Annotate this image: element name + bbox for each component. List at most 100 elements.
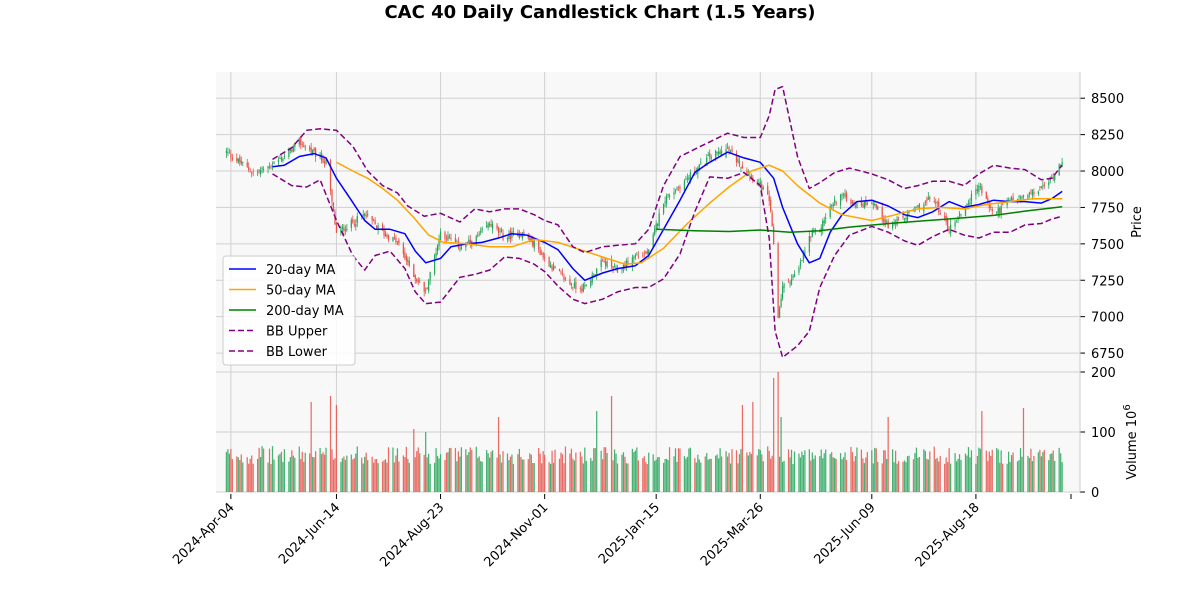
candle-body <box>309 147 311 150</box>
volume-bar <box>341 458 344 492</box>
candle-body <box>728 147 730 151</box>
candle-body <box>478 234 480 236</box>
candle-body <box>447 235 449 241</box>
candle-body <box>947 219 949 230</box>
x-tick-label: 2025-Aug-18 <box>913 500 983 570</box>
volume-bar <box>695 462 697 492</box>
candle-body <box>292 146 294 152</box>
volume-bar <box>477 457 479 492</box>
volume-bar <box>282 461 284 492</box>
volume-bar <box>236 456 238 492</box>
volume-bar <box>689 447 692 492</box>
volume-bar <box>248 463 250 492</box>
volume-bar <box>521 459 523 492</box>
candle-body <box>981 186 983 194</box>
candle-body <box>819 231 821 232</box>
candle-body <box>356 216 358 223</box>
candle-body <box>787 281 790 283</box>
candle-body <box>280 157 283 161</box>
candle-body <box>621 269 623 271</box>
volume-bar <box>625 463 628 492</box>
candle-body <box>926 199 928 201</box>
candle-body <box>581 288 583 291</box>
candle-body <box>790 279 793 285</box>
candle-body <box>704 163 706 165</box>
candle-body <box>634 255 636 257</box>
volume-bar <box>648 452 650 492</box>
candle-body <box>612 266 614 270</box>
candle-body <box>381 224 384 231</box>
candle-body <box>465 242 467 248</box>
candle-body <box>490 223 492 228</box>
candle-body <box>862 204 864 207</box>
volume-bar <box>239 460 241 492</box>
volume-bar <box>512 463 515 492</box>
volume-bar <box>428 453 430 492</box>
volume-bar <box>936 457 938 492</box>
candle-body <box>340 228 342 233</box>
volume-bar <box>871 450 873 492</box>
candle-body <box>829 205 831 217</box>
candle-body <box>268 166 271 168</box>
volume-bar <box>362 463 364 492</box>
volume-bar <box>350 454 352 492</box>
volume-bar <box>947 462 949 492</box>
price-tick-label: 7250 <box>1091 274 1124 289</box>
candle-body <box>237 158 239 163</box>
volume-bar <box>1010 455 1013 492</box>
volume-bar <box>581 456 583 492</box>
volume-bar <box>517 454 519 492</box>
candle-body <box>384 234 387 237</box>
volume-bar <box>613 449 616 492</box>
volume-bar <box>804 450 806 492</box>
volume-bar <box>425 432 427 492</box>
volume-bar <box>999 462 1001 492</box>
volume-bar <box>257 458 259 492</box>
volume-bar <box>450 447 452 492</box>
volume-bar <box>544 454 546 492</box>
volume-bar <box>773 378 775 492</box>
volume-bar <box>759 450 761 492</box>
volume-bar <box>894 450 897 492</box>
volume-bar <box>1052 450 1054 492</box>
volume-bar <box>683 456 686 492</box>
candle-body <box>823 220 825 223</box>
candle-body <box>1006 200 1008 206</box>
candle-body <box>610 259 613 267</box>
candle-body <box>429 271 431 281</box>
candle-body <box>1031 189 1034 196</box>
volume-bar <box>781 461 784 492</box>
candle-body <box>393 237 396 239</box>
candle-body <box>558 269 561 272</box>
volume-bar <box>386 462 388 492</box>
candle-body <box>1042 185 1044 187</box>
volume-bar <box>500 462 503 492</box>
volume-bar <box>866 452 868 492</box>
volume-bar <box>903 460 906 492</box>
candle-body <box>854 206 857 208</box>
candle-body <box>747 173 750 176</box>
candle-body <box>468 239 470 243</box>
candle-body <box>668 195 671 197</box>
volume-bar <box>997 449 999 492</box>
candle-body <box>832 203 834 207</box>
volume-bar <box>478 456 480 492</box>
volume-bar <box>487 453 489 492</box>
volume-bar <box>710 458 712 492</box>
candle-body <box>958 213 961 216</box>
candle-body <box>636 254 638 256</box>
volume-bar <box>319 447 321 492</box>
volume-bar <box>270 463 272 492</box>
volume-bar <box>426 457 428 492</box>
candle-body <box>1028 192 1031 194</box>
candle-body <box>969 201 971 205</box>
price-panel: 6750 7000 7250 7500 7750 8000 8250 8500 Price <box>216 72 1145 372</box>
price-tick-label: 7000 <box>1091 311 1124 326</box>
volume-bar <box>853 461 855 492</box>
candle-body <box>346 228 348 231</box>
candle-body <box>985 191 987 199</box>
candle-body <box>789 283 791 285</box>
candle-body <box>834 199 836 203</box>
volume-bar <box>850 446 852 492</box>
